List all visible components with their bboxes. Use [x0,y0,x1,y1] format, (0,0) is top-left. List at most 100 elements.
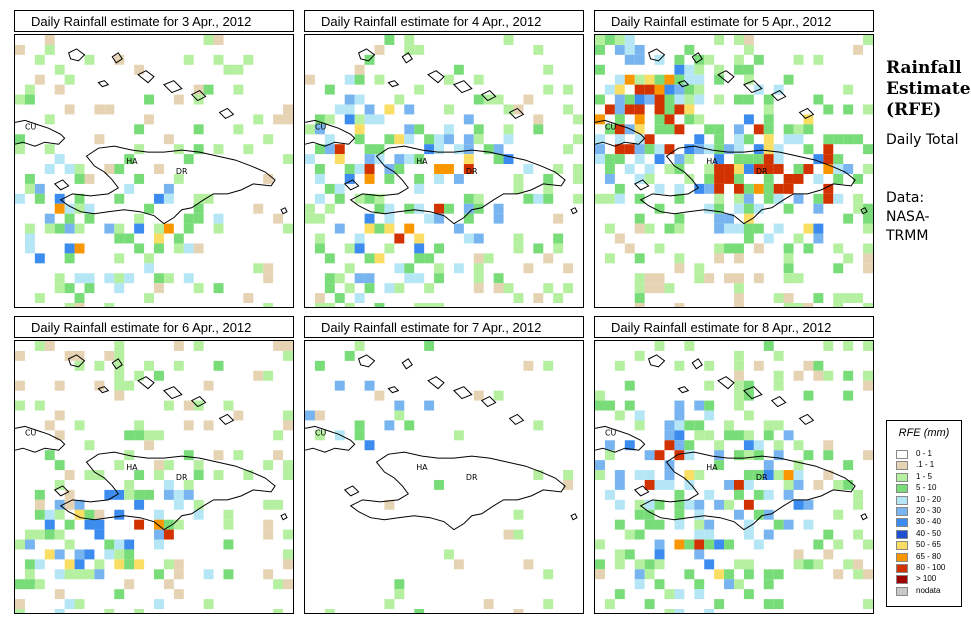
rain-cell [833,479,844,490]
rain-cell [763,470,774,480]
rain-cell [773,450,784,461]
rain-cell [24,223,35,234]
rain-cell [823,470,834,480]
rain-cell [183,479,194,490]
rain-cell [84,173,95,184]
rain-cell [624,144,635,155]
rain-cell [634,213,645,224]
rain-cell [654,84,665,95]
rain-cell [394,164,405,174]
rain-cell [853,559,864,570]
rain-cell [634,173,645,184]
rain-cell [134,609,145,613]
rain-cell [793,470,804,480]
rain-cell [634,84,645,95]
rain-cell [793,273,804,284]
rain-cell [324,144,335,155]
rain-cell [344,74,355,85]
rain-cell [763,529,774,540]
rain-cell [163,273,174,284]
rain-cell [334,380,345,391]
rain-cell [743,519,754,530]
country-label-cuba: CU [315,122,327,131]
rain-cell [483,253,494,264]
rain-cell [734,154,744,165]
coastline [111,52,123,64]
rain-cell [163,489,174,500]
rain-cell [424,303,435,307]
rain-cell [674,183,685,194]
rain-cell [324,273,335,284]
rain-cell [154,519,164,530]
rain-cell [493,144,504,155]
rain-cell [734,579,744,590]
country-label-haiti: HA [706,157,718,166]
rain-cell [24,94,35,105]
rain-cell [263,303,274,307]
rain-cell [674,74,685,85]
coastline [97,80,110,88]
rain-cell [324,283,335,294]
rain-cell [724,499,734,510]
rain-cell [74,549,85,560]
rain-cell [104,350,115,361]
rain-cell [84,283,95,294]
rain-cell [364,253,375,264]
rain-cell [404,134,415,145]
rain-cell [305,410,315,421]
rain-cell [624,35,635,45]
rain-cell [513,293,524,304]
map-panel-apr-8: Daily Rainfall estimate for 8 Apr., 2012… [594,316,874,614]
rain-cell [624,54,635,65]
rain-cell [694,519,705,530]
rain-cell [273,499,284,510]
rain-cell [634,410,645,421]
rain-cell [114,380,125,391]
coastline [633,485,650,497]
rain-cell [503,35,514,45]
rain-cell [513,529,524,540]
rain-cell [394,589,405,600]
rain-cell [704,410,715,421]
rain-cell [74,420,85,431]
coastline [68,48,86,62]
rain-cell [644,479,655,490]
rain-cell [743,470,754,480]
rain-cell [704,519,715,530]
rain-cell [344,104,355,115]
rain-cell [344,303,355,307]
legend-label: 5 - 10 [916,483,937,493]
rain-cell [24,559,35,570]
coastline [508,413,525,425]
rain-cell [595,64,605,75]
rain-cell [144,293,154,304]
rain-cell [793,559,804,570]
rain-cell [473,134,484,145]
rain-cell [843,84,854,95]
coastline [387,80,400,88]
rain-cell [644,144,655,155]
rain-cell [843,479,854,490]
rain-cell [793,440,804,451]
rain-cell [384,420,395,431]
rain-cell [684,144,695,155]
rain-cell [714,569,725,580]
rain-cell [444,203,454,214]
rain-cell [714,94,725,105]
rain-cell [714,539,725,550]
rain-cell [74,203,85,214]
rain-cell [734,273,744,284]
rain-cell [704,203,715,214]
rain-cell [144,440,154,451]
legend-label: 0 - 1 [916,449,933,458]
rain-cells [15,341,293,613]
legend-swatch [896,529,908,539]
rain-cell [743,74,754,85]
rain-cell [473,273,484,284]
rain-cell [783,124,794,135]
rain-cell [843,559,854,570]
rain-cell [614,114,625,125]
rain-cell [634,253,645,264]
rain-cell [803,390,814,401]
rain-cell [324,183,335,194]
